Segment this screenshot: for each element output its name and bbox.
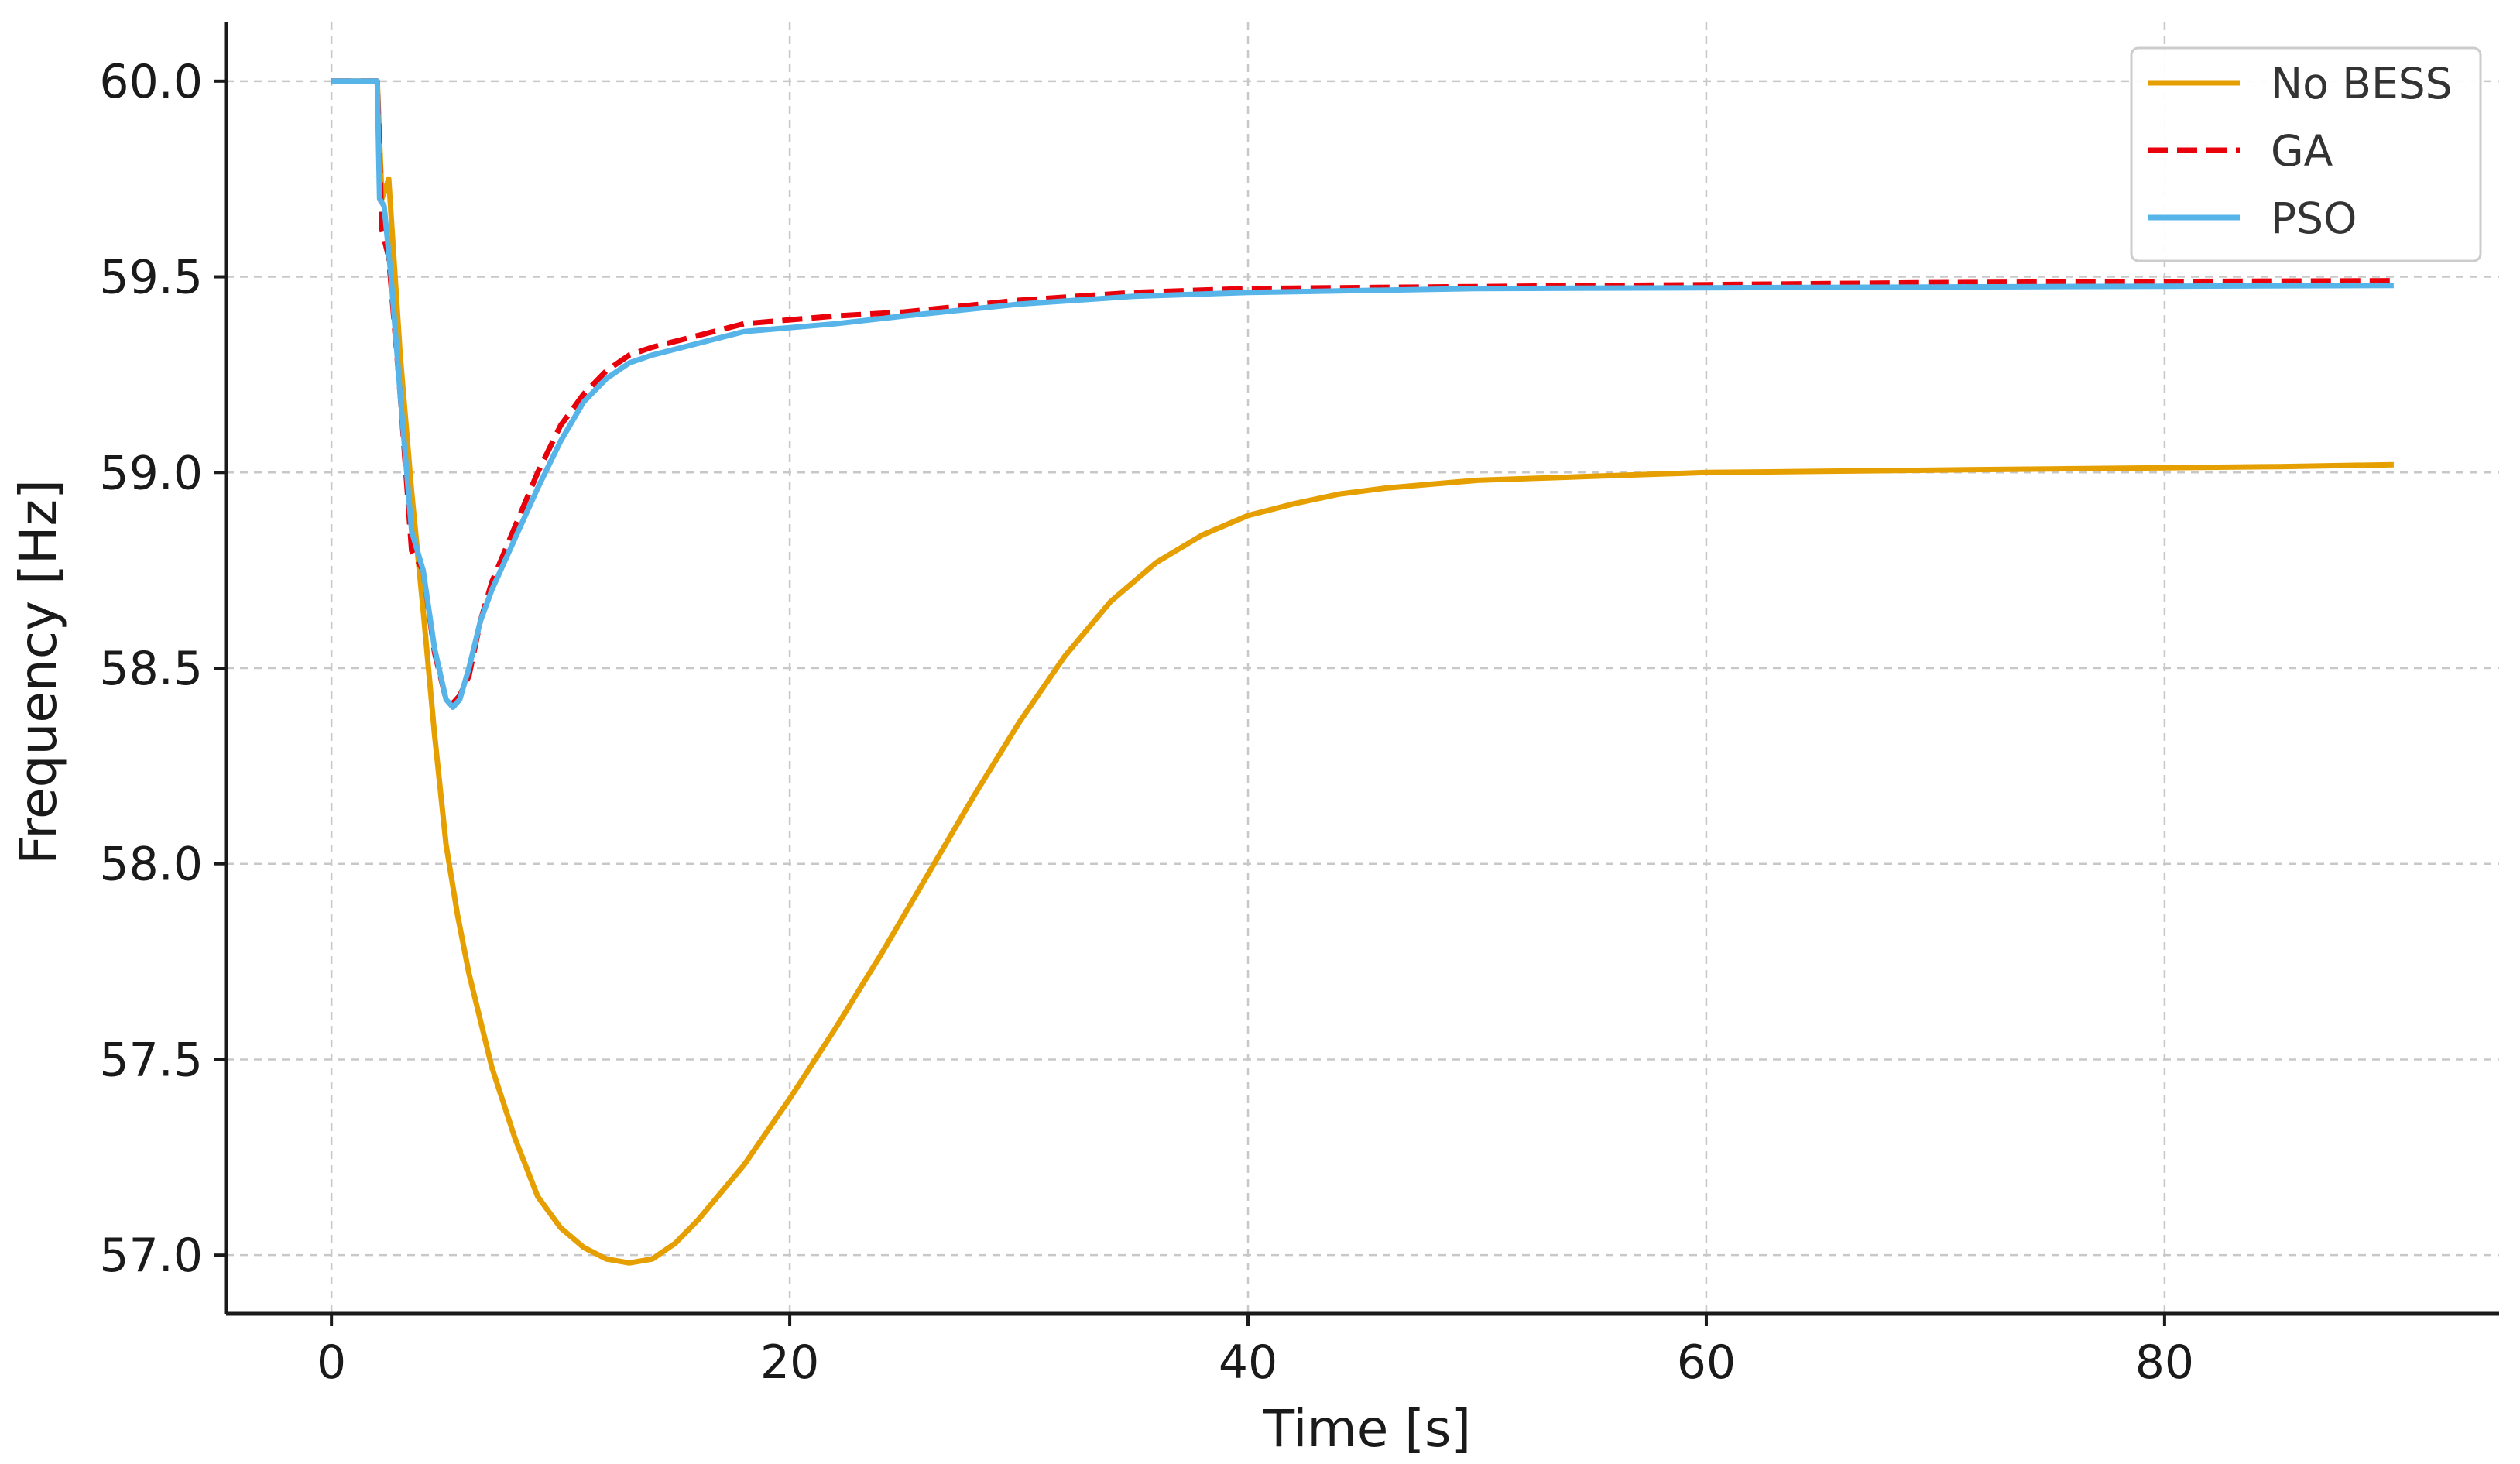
series-line-no-bess xyxy=(331,78,2394,1266)
x-axis-title: Time [s] xyxy=(1263,1399,1471,1459)
x-tick-label: 20 xyxy=(760,1335,819,1390)
legend-label-ga: GA xyxy=(2271,126,2333,176)
y-tick-label: 57.5 xyxy=(99,1033,203,1087)
y-tick-label: 60.0 xyxy=(99,55,203,109)
y-tick-label: 58.5 xyxy=(99,642,203,696)
legend: No BESS GA PSO xyxy=(2130,46,2482,262)
x-tick-label: 60 xyxy=(1677,1335,1736,1390)
series-line-pso xyxy=(331,78,2394,710)
legend-label-pso: PSO xyxy=(2271,194,2357,243)
y-tick-label: 58.0 xyxy=(99,838,203,892)
y-axis-title: Frequency [Hz] xyxy=(9,479,68,865)
data-series xyxy=(331,78,2394,1266)
grid-lines xyxy=(226,22,2499,1314)
y-axis-ticks: 57.0 57.5 58.0 58.5 59.0 59.5 60.0 xyxy=(99,55,226,1283)
x-tick-label: 40 xyxy=(1219,1335,1277,1390)
series-line-ga xyxy=(331,78,2394,706)
x-tick-label: 0 xyxy=(317,1335,346,1390)
y-tick-label: 59.0 xyxy=(99,446,203,500)
y-tick-label: 57.0 xyxy=(99,1229,203,1283)
y-tick-label: 59.5 xyxy=(99,251,203,305)
legend-label-no-bess: No BESS xyxy=(2271,59,2453,108)
x-tick-label: 80 xyxy=(2135,1335,2194,1390)
legend-frame xyxy=(2130,46,2482,262)
x-axis-ticks: 0 20 40 60 80 xyxy=(317,1314,2194,1390)
